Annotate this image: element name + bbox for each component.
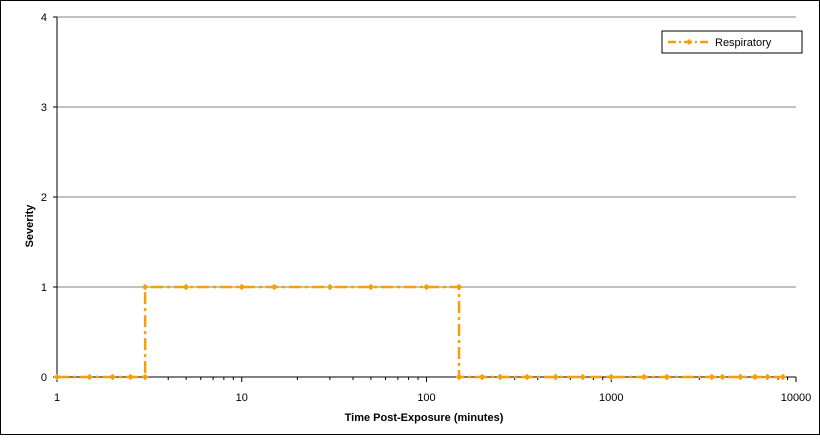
x-tick-label-1000: 1000	[599, 392, 623, 404]
data-point	[579, 373, 586, 381]
data-point	[182, 283, 190, 291]
data-point	[455, 373, 463, 381]
data-point	[367, 283, 375, 291]
data-point	[141, 283, 149, 291]
y-tick-label-4: 4	[41, 12, 47, 24]
data-point	[86, 373, 93, 381]
data-point	[663, 373, 671, 381]
y-tick-label-0: 0	[41, 372, 47, 384]
x-tick-label-10000: 10000	[781, 392, 812, 404]
x-tick-label-1: 1	[54, 392, 60, 404]
x-tick-label-100: 100	[417, 392, 435, 404]
data-point	[779, 373, 787, 381]
data-point	[640, 373, 648, 381]
y-tick-label-1: 1	[41, 282, 47, 294]
y-tick-label-3: 3	[41, 102, 47, 114]
data-point	[127, 373, 134, 381]
legend-swatch-marker	[686, 39, 692, 45]
data-point	[552, 373, 559, 381]
series-layer	[53, 283, 787, 381]
legend-box	[661, 30, 803, 54]
x-tick-label-10: 10	[236, 392, 248, 404]
data-point	[326, 283, 334, 291]
data-point	[719, 373, 726, 381]
data-point	[238, 283, 246, 291]
data-point	[523, 373, 531, 381]
data-point	[737, 373, 744, 381]
series-line-respiratory	[57, 285, 783, 379]
data-point	[53, 373, 61, 381]
data-point	[708, 373, 716, 381]
data-point	[270, 283, 278, 291]
data-point	[607, 373, 615, 381]
y-tick-label-2: 2	[41, 192, 47, 204]
y-axis-title: Severity	[24, 204, 36, 248]
data-point	[109, 373, 116, 381]
data-point	[764, 373, 771, 381]
data-point	[423, 283, 430, 291]
x-axis-title: Time Post-Exposure (minutes)	[345, 412, 504, 424]
data-point	[496, 373, 504, 381]
data-point	[141, 373, 149, 381]
data-point	[751, 373, 759, 381]
data-point	[455, 283, 463, 291]
legend-label-respiratory: Respiratory	[715, 37, 772, 49]
legend-swatch-respiratory	[668, 39, 710, 45]
legend: Respiratory	[661, 30, 803, 54]
data-point	[478, 373, 486, 381]
